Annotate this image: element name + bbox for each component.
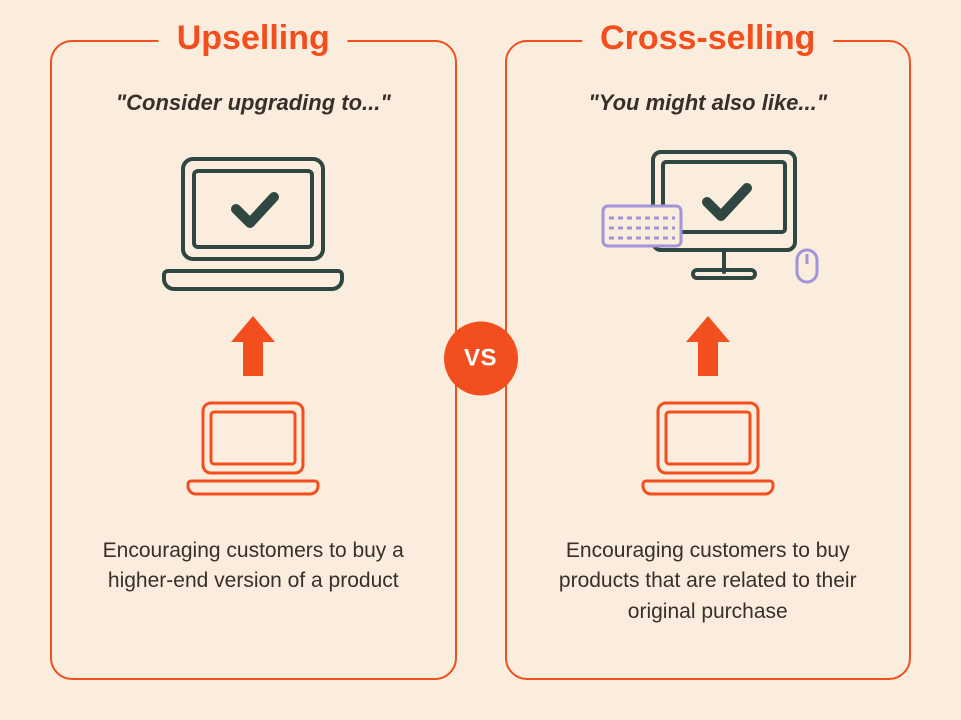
tagline-cross-selling: "You might also like..." [588,90,827,116]
monitor-keyboard-mouse-check-icon [593,146,823,296]
panel-title-cross-selling: Cross-selling [582,18,833,59]
graphic-cross-source [638,392,778,502]
laptop-small-icon [638,397,778,497]
panel-cross-selling: Cross-selling "You might also like..." [505,40,912,680]
graphic-upsell-target [158,146,348,296]
tagline-upselling: "Consider upgrading to..." [116,90,391,116]
panel-upselling: Upselling "Consider upgrading to..." [50,40,457,680]
graphic-cross-target [593,146,823,296]
laptop-small-icon [183,397,323,497]
description-upselling: Encouraging customers to buy a higher-en… [93,536,413,597]
arrow-up-icon [684,314,732,378]
graphic-upsell-source [183,392,323,502]
infographic-canvas: Upselling "Consider upgrading to..." [0,0,961,720]
arrow-cross-selling [684,314,732,378]
vs-badge: VS [444,322,518,396]
vs-label: VS [464,345,497,373]
panel-title-upselling: Upselling [159,18,348,59]
laptop-large-check-icon [158,151,348,291]
arrow-upselling [229,314,277,378]
description-cross-selling: Encouraging customers to buy products th… [548,536,868,627]
arrow-up-icon [229,314,277,378]
